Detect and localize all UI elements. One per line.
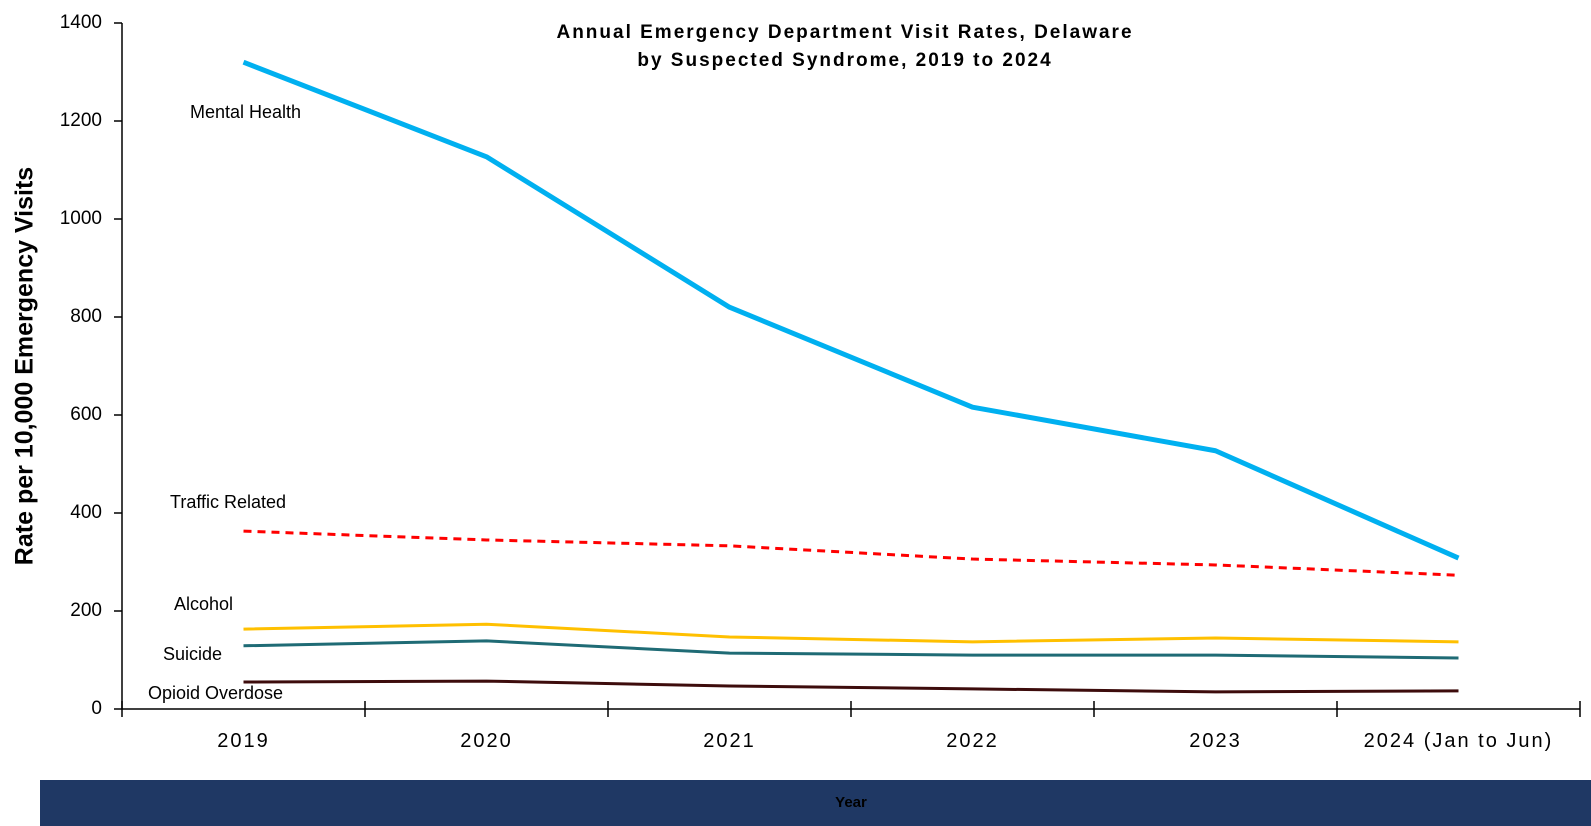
y-axis-title: Rate per 10,000 Emergency Visits	[11, 167, 39, 565]
series-line	[243, 529, 1459, 577]
y-tick-label: 800	[70, 306, 102, 327]
x-tick-label: 2021	[703, 730, 756, 752]
y-tick-label: 1400	[60, 12, 102, 33]
y-tick-label: 1000	[60, 208, 102, 229]
series-line	[243, 639, 1459, 660]
series-line	[243, 622, 1459, 644]
x-tick-label: 2020	[460, 730, 513, 752]
y-tick-label: 1200	[60, 110, 102, 131]
series-line	[242, 59, 1460, 561]
x-tick-label: 2019	[217, 730, 270, 752]
series-label: Opioid Overdose	[148, 683, 283, 703]
y-tick-label: 400	[70, 502, 102, 523]
x-tick-label: 2023	[1189, 730, 1242, 752]
series-label: Traffic Related	[170, 492, 286, 512]
chart-subtitle: by Suspected Syndrome, 2019 to 2024	[637, 50, 1052, 71]
x-axis-title: Year	[835, 794, 867, 811]
series-line	[243, 679, 1459, 694]
y-tick-label: 0	[91, 698, 102, 719]
x-tick-label: 2022	[946, 730, 999, 752]
series-label: Alcohol	[174, 594, 233, 614]
y-tick-label: 600	[70, 404, 102, 425]
y-tick-label: 200	[70, 600, 102, 621]
series-label: Suicide	[163, 644, 222, 664]
chart-title: Annual Emergency Department Visit Rates,…	[556, 22, 1133, 43]
series-label: Mental Health	[190, 102, 301, 122]
x-axis-band	[40, 780, 1591, 826]
x-tick-label: 2024 (Jan to Jun)	[1363, 730, 1554, 752]
